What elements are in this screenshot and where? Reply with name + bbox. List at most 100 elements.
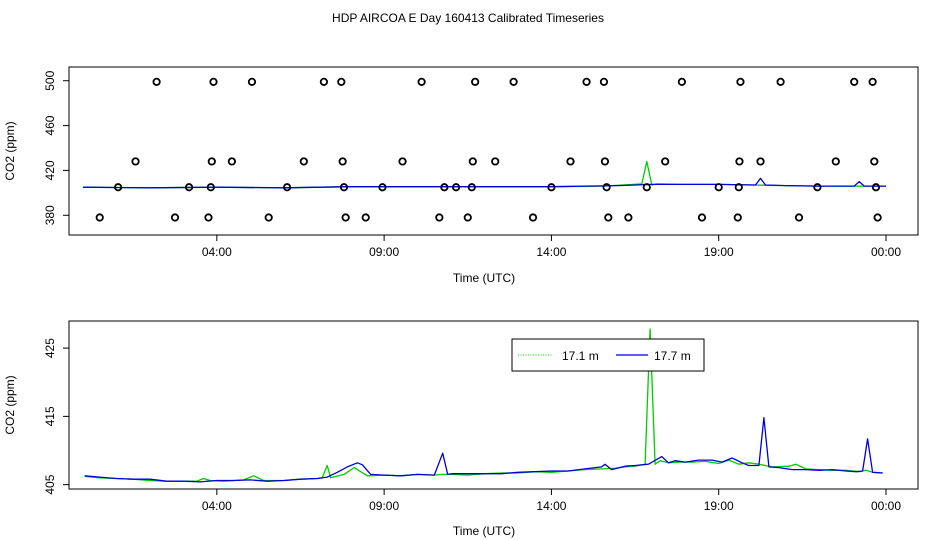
calibration-point (467, 183, 476, 192)
plot-frame (68, 320, 919, 490)
calibration-point (337, 77, 346, 86)
calibration-point (624, 213, 633, 222)
x-axis: 04:00 09:00 14:00 19:00 00:00 (202, 489, 901, 513)
calibration-point (417, 77, 426, 86)
calibration-point (206, 183, 215, 192)
calibration-point (152, 77, 161, 86)
calibration-point (697, 213, 707, 222)
calibration-point (264, 213, 273, 222)
y-tick-label: 425 (43, 338, 57, 358)
legend-label-17-7m: 17.7 m (654, 349, 691, 363)
calibration-point (677, 77, 687, 86)
calibration-point (338, 157, 347, 166)
calibration-point (528, 213, 538, 222)
y-axis-label: CO2 (ppm) (3, 121, 17, 180)
calibration-point (361, 213, 370, 222)
calibration-point (600, 157, 610, 166)
calibration-point (661, 157, 670, 166)
plot-area (82, 77, 886, 222)
calibration-point (850, 77, 859, 86)
calibration-point (813, 183, 822, 192)
calibration-point (184, 183, 194, 192)
y-tick-label: 420 (43, 160, 57, 180)
calibrated-points-panel: 04:00 09:00 14:00 19:00 00:00 380 420 460 500 T… (3, 66, 919, 285)
series-line-0 (82, 160, 886, 189)
calibration-point (604, 213, 613, 222)
calibration-point (209, 77, 218, 86)
plot-frame (68, 66, 919, 236)
calibration-point (468, 157, 477, 166)
x-tick-label: 19:00 (704, 499, 734, 513)
x-axis: 04:00 09:00 14:00 19:00 00:00 (202, 235, 901, 259)
x-tick-label: 09:00 (369, 499, 399, 513)
calibration-point (471, 77, 480, 86)
calibration-point (341, 213, 350, 222)
y-tick-label: 415 (43, 406, 57, 426)
series-line-17-7-m (84, 417, 883, 483)
y-tick-label: 380 (43, 205, 57, 225)
y-axis: 380 420 460 500 (43, 70, 69, 225)
x-tick-label: 00:00 (871, 499, 901, 513)
calibration-point (756, 157, 765, 166)
x-axis-label: Time (UTC) (453, 271, 515, 285)
calibration-point (227, 157, 236, 166)
legend: 17.1 m 17.7 m (511, 338, 705, 372)
x-tick-label: 19:00 (704, 245, 734, 259)
calibration-point (282, 183, 292, 192)
calibration-point (566, 157, 575, 166)
calibration-point (599, 77, 609, 86)
figure-title: HDP AIRCOA E Day 160413 Calibrated Times… (332, 11, 604, 25)
y-axis-label: CO2 (ppm) (3, 375, 17, 434)
calibration-point (319, 77, 328, 86)
calibration-point (339, 183, 349, 192)
calibration-point (207, 157, 216, 166)
calibration-point (463, 213, 472, 222)
calibration-point (247, 77, 257, 86)
calibration-point (451, 183, 461, 192)
calibration-point (131, 157, 140, 166)
calibration-point (642, 183, 651, 192)
x-tick-label: 04:00 (202, 245, 232, 259)
calibration-point (736, 77, 745, 86)
calibration-point (509, 77, 518, 86)
calibration-point (170, 213, 180, 222)
plot-area (84, 328, 883, 483)
calibration-point (871, 183, 881, 192)
calibration-point (491, 157, 500, 166)
calibration-point (735, 157, 744, 166)
series-line-1 (82, 177, 886, 189)
calibration-point (868, 77, 877, 86)
calibration-point (204, 213, 213, 222)
calibration-point (435, 213, 444, 222)
calibration-point (714, 183, 723, 192)
calibration-point (831, 157, 840, 166)
calibration-point (734, 183, 743, 192)
timeseries-panel: 04:00 09:00 14:00 19:00 00:00 405 415 425 Time… (3, 320, 919, 538)
calibration-point (582, 77, 591, 86)
calibration-point (95, 213, 104, 222)
y-axis: 405 415 425 (43, 338, 69, 495)
x-tick-label: 04:00 (202, 499, 232, 513)
x-tick-label: 09:00 (369, 245, 399, 259)
calibration-point (870, 157, 879, 166)
series-line-17-1-m (84, 328, 883, 482)
x-tick-label: 14:00 (536, 499, 566, 513)
legend-label-17-1m: 17.1 m (562, 349, 599, 363)
calibration-point (873, 213, 882, 222)
x-axis-label: Time (UTC) (453, 524, 515, 538)
y-tick-label: 500 (43, 70, 57, 90)
calibration-point (547, 183, 556, 192)
calibration-point (733, 213, 742, 222)
calibration-point (114, 183, 123, 192)
calibration-point (378, 183, 387, 192)
calibration-point (398, 157, 407, 166)
calibration-point (602, 183, 611, 192)
x-tick-label: 00:00 (871, 245, 901, 259)
calibration-point (794, 213, 804, 222)
y-tick-label: 405 (43, 474, 57, 494)
calibration-point (776, 77, 785, 86)
calibration-point (299, 157, 308, 166)
calibration-point (440, 183, 449, 192)
y-tick-label: 460 (43, 115, 57, 135)
